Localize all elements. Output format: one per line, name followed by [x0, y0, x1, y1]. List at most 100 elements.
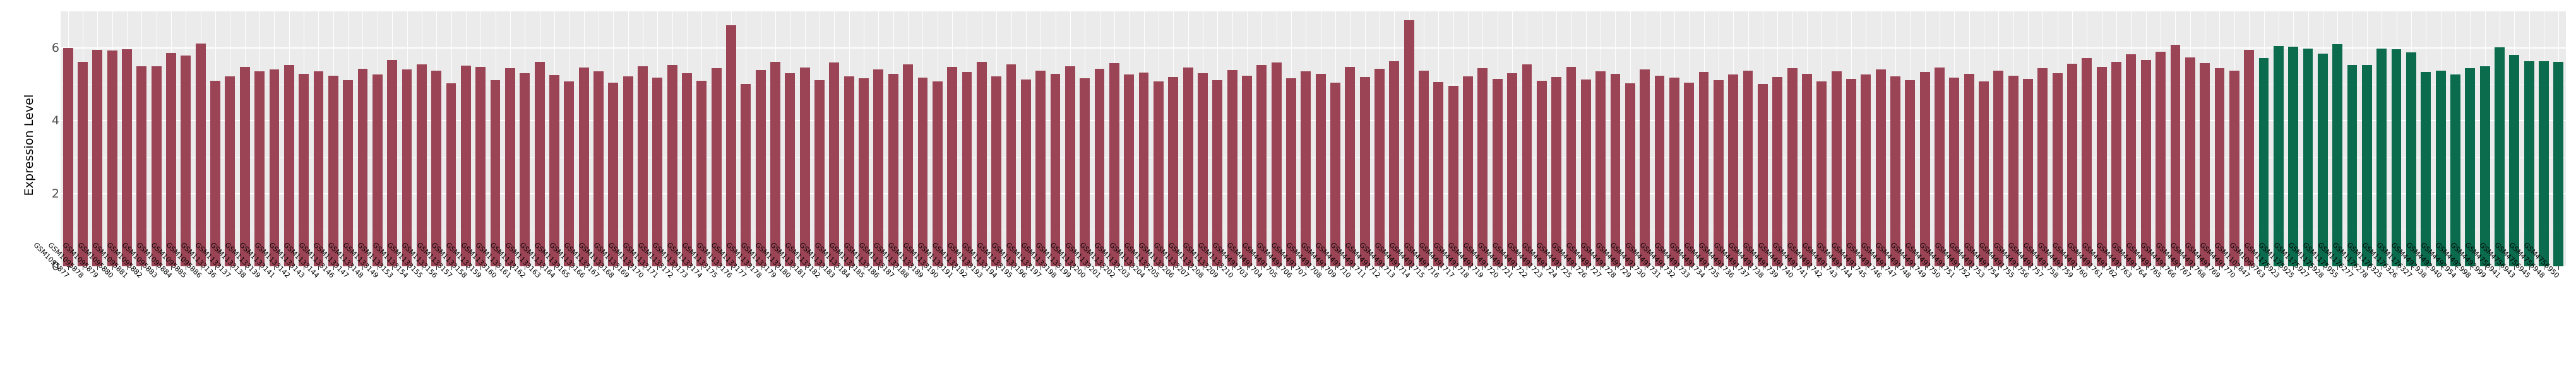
bar[interactable]	[402, 69, 412, 266]
bar[interactable]	[1020, 79, 1031, 266]
bar[interactable]	[1492, 78, 1503, 266]
bar[interactable]	[844, 76, 854, 266]
bar[interactable]	[932, 81, 943, 266]
bar[interactable]	[313, 71, 324, 266]
bar[interactable]	[283, 65, 294, 266]
bar[interactable]	[976, 61, 987, 266]
bar[interactable]	[1138, 72, 1149, 266]
bar[interactable]	[1227, 69, 1237, 266]
bar[interactable]	[1507, 73, 1518, 266]
bar[interactable]	[431, 70, 442, 266]
bar[interactable]	[1124, 74, 1135, 266]
bar[interactable]	[770, 62, 780, 266]
bar[interactable]	[2067, 63, 2077, 266]
bar[interactable]	[1919, 71, 1930, 266]
bar[interactable]	[1595, 71, 1606, 266]
bar[interactable]	[534, 62, 545, 266]
bar[interactable]	[1050, 74, 1061, 266]
bar[interactable]	[1654, 75, 1665, 266]
bar[interactable]	[210, 80, 220, 266]
bar[interactable]	[225, 76, 236, 266]
bar[interactable]	[2096, 66, 2107, 266]
bar[interactable]	[1345, 66, 1356, 266]
bar[interactable]	[1787, 68, 1798, 266]
bar[interactable]	[1949, 78, 1960, 266]
bar[interactable]	[682, 73, 692, 266]
bar[interactable]	[888, 73, 898, 266]
bar[interactable]	[1743, 70, 1753, 266]
bar[interactable]	[2258, 57, 2269, 266]
bar[interactable]	[2332, 44, 2343, 266]
bar[interactable]	[549, 75, 559, 266]
bar[interactable]	[1551, 76, 1562, 266]
bar[interactable]	[2200, 62, 2210, 266]
bar[interactable]	[1728, 74, 1739, 266]
bar[interactable]	[608, 82, 619, 266]
bar[interactable]	[299, 74, 309, 266]
bar[interactable]	[136, 66, 147, 266]
bar[interactable]	[1625, 83, 1635, 266]
bar[interactable]	[2495, 47, 2505, 266]
bar[interactable]	[1640, 69, 1650, 266]
bar[interactable]	[1419, 70, 1429, 266]
bar[interactable]	[1448, 85, 1458, 266]
bar[interactable]	[1242, 75, 1252, 266]
bar[interactable]	[1463, 76, 1473, 266]
bar[interactable]	[2553, 61, 2564, 266]
bar[interactable]	[2037, 68, 2048, 266]
bar[interactable]	[2391, 49, 2402, 266]
bar[interactable]	[239, 67, 250, 266]
bar[interactable]	[1580, 79, 1591, 266]
bar[interactable]	[2303, 48, 2313, 266]
bar[interactable]	[2214, 68, 2225, 266]
bar[interactable]	[1698, 72, 1709, 266]
bar[interactable]	[1183, 68, 1193, 266]
bar[interactable]	[1935, 67, 1945, 266]
bar[interactable]	[1536, 81, 1547, 266]
bar[interactable]	[947, 66, 958, 266]
bar[interactable]	[2170, 44, 2181, 266]
bar[interactable]	[2273, 46, 2284, 266]
bar[interactable]	[2361, 65, 2372, 266]
bar[interactable]	[475, 67, 486, 266]
bar[interactable]	[416, 64, 427, 266]
bar[interactable]	[195, 44, 206, 266]
bar[interactable]	[1035, 71, 1046, 266]
bar[interactable]	[1330, 82, 1340, 266]
bar[interactable]	[504, 68, 515, 266]
bar[interactable]	[785, 73, 796, 266]
bar[interactable]	[726, 25, 736, 266]
bar[interactable]	[1801, 73, 1812, 266]
bar[interactable]	[1993, 70, 2004, 266]
bar[interactable]	[578, 67, 589, 266]
bar[interactable]	[2539, 61, 2549, 266]
bar[interactable]	[711, 68, 722, 266]
bar[interactable]	[2140, 60, 2151, 266]
bar[interactable]	[2524, 61, 2534, 266]
bar[interactable]	[1359, 76, 1370, 266]
bar[interactable]	[107, 50, 117, 266]
bar[interactable]	[2509, 54, 2520, 266]
bar[interactable]	[873, 69, 884, 266]
bar[interactable]	[1153, 81, 1164, 266]
bar[interactable]	[1905, 80, 1916, 266]
bar[interactable]	[667, 64, 677, 266]
bar[interactable]	[460, 66, 471, 266]
bar[interactable]	[1684, 82, 1695, 266]
bar[interactable]	[1757, 84, 1768, 266]
bar[interactable]	[1433, 81, 1444, 266]
bar[interactable]	[2421, 72, 2431, 266]
bar[interactable]	[1875, 69, 1886, 266]
bar[interactable]	[741, 84, 751, 266]
bar[interactable]	[1109, 62, 1119, 266]
bar[interactable]	[2406, 52, 2416, 266]
bar[interactable]	[1198, 73, 1208, 266]
bar[interactable]	[638, 66, 648, 266]
bar[interactable]	[1522, 64, 1532, 266]
bar[interactable]	[343, 80, 354, 266]
bar[interactable]	[1256, 65, 1267, 266]
bar[interactable]	[814, 80, 825, 266]
bar[interactable]	[991, 76, 1002, 266]
bar[interactable]	[2317, 53, 2328, 266]
bar[interactable]	[2126, 54, 2137, 266]
